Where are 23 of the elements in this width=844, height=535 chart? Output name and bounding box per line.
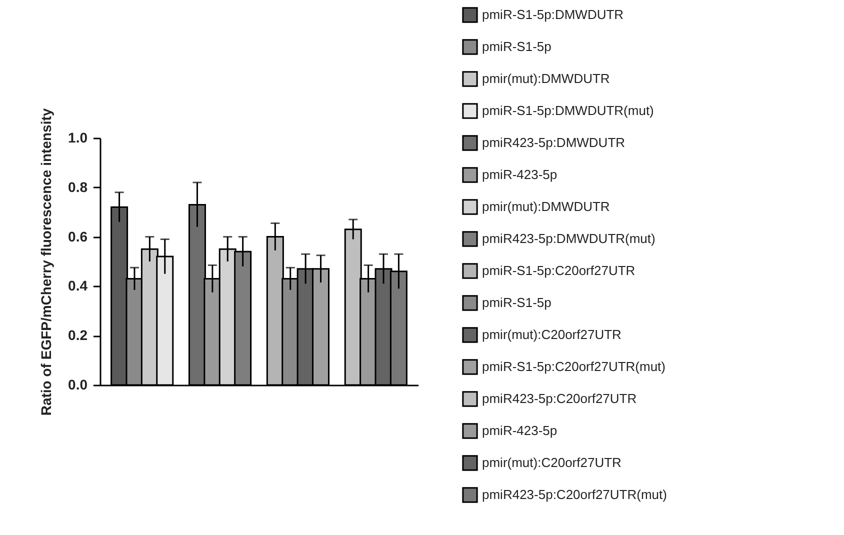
y-tick-label: 0.0: [68, 376, 88, 392]
legend-label: pmiR423-5p:C20orf27UTR: [482, 391, 637, 406]
y-tick-label: 0.4: [68, 278, 88, 294]
legend-label: pmiR423-5p:C20orf27UTR(mut): [482, 487, 667, 502]
y-tick-label: 1.0: [68, 130, 88, 146]
legend-label: pmiR-S1-5p: [482, 39, 552, 54]
y-tick-label: 0.6: [68, 228, 88, 244]
legend-label: pmir(mut):DMWDUTR: [482, 199, 610, 214]
y-tick-label: 0.8: [68, 178, 88, 195]
legend-label: pmiR423-5p:DMWDUTR(mut): [482, 231, 656, 246]
legend-label: pmiR-423-5p: [482, 167, 558, 182]
y-axis-title: Ratio of EGFP/mCherry fluorescence intensity: [38, 108, 54, 416]
legend-label: pmir(mut):C20orf27UTR: [482, 455, 622, 470]
legend-label: pmir(mut):DMWDUTR: [482, 71, 610, 86]
legend-label: pmiR-S1-5p:C20orf27UTR: [482, 263, 636, 278]
y-tick-label: 0.2: [68, 327, 88, 344]
legend-label: pmiR-S1-5p:DMWDUTR: [482, 7, 624, 22]
legend-label: pmiR-S1-5p:DMWDUTR(mut): [482, 103, 654, 118]
legend-label: pmiR-S1-5p:C20orf27UTR(mut): [482, 359, 666, 374]
legend-label: pmir(mut):C20orf27UTR: [482, 327, 622, 342]
legend-label: pmiR-423-5p: [482, 423, 558, 438]
legend-label: pmiR-S1-5p: [482, 295, 552, 310]
legend-label: pmiR423-5p:DMWDUTR: [482, 135, 626, 150]
